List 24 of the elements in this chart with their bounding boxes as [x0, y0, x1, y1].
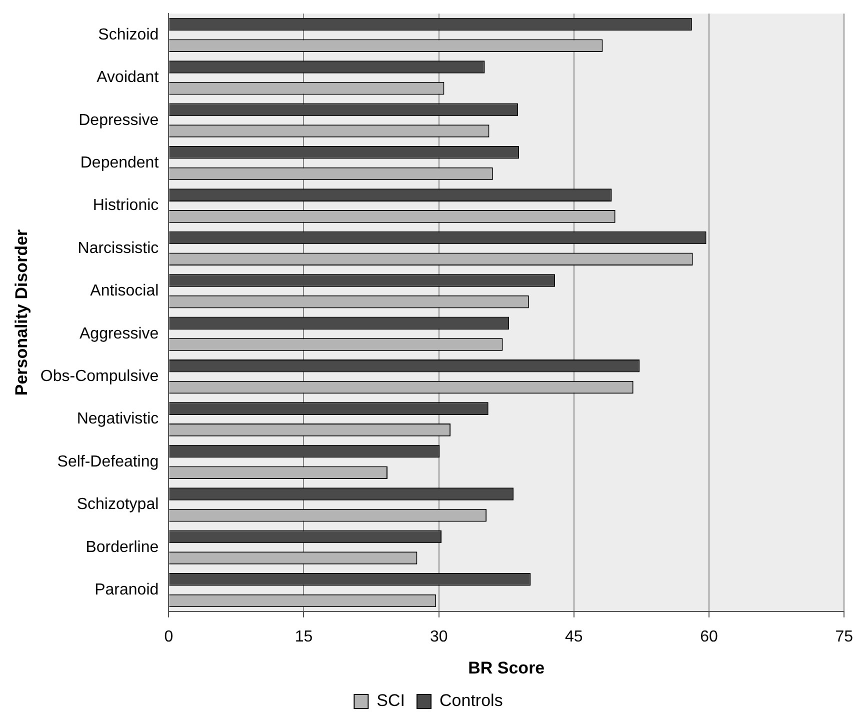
x-axis-title: BR Score	[468, 658, 545, 678]
x-tick-label: 30	[430, 628, 448, 646]
y-tick-label: Obs-Compulsive	[40, 368, 159, 385]
y-tick-label: Antisocial	[90, 282, 159, 300]
y-tick-label: Borderline	[86, 538, 159, 556]
y-tick-label: Self-Defeating	[57, 453, 159, 470]
x-tick-label: 75	[835, 628, 854, 646]
y-tick-label: Histrionic	[92, 197, 159, 214]
y-tick-label: Negativistic	[76, 410, 159, 428]
y-tick-label: Schizoid	[98, 26, 159, 44]
x-tick-label: 15	[294, 628, 313, 646]
y-tick-label: Aggressive	[80, 325, 159, 342]
y-tick-label: Depressive	[78, 112, 159, 129]
y-tick-label: Avoidant	[96, 69, 160, 86]
y-axis-title: Personality Disorder	[12, 228, 31, 396]
legend-label: Controls	[440, 691, 503, 710]
x-tick-label: 0	[164, 628, 174, 646]
x-tick-label: 45	[565, 628, 583, 646]
legend-label: SCI	[376, 691, 406, 710]
y-tick-label: Paranoid	[94, 581, 159, 598]
x-tick-label: 60	[700, 628, 718, 646]
y-tick-label: Dependent	[80, 154, 160, 172]
y-tick-label: Narcissistic	[78, 240, 159, 257]
y-tick-label: Schizotypal	[76, 496, 159, 514]
